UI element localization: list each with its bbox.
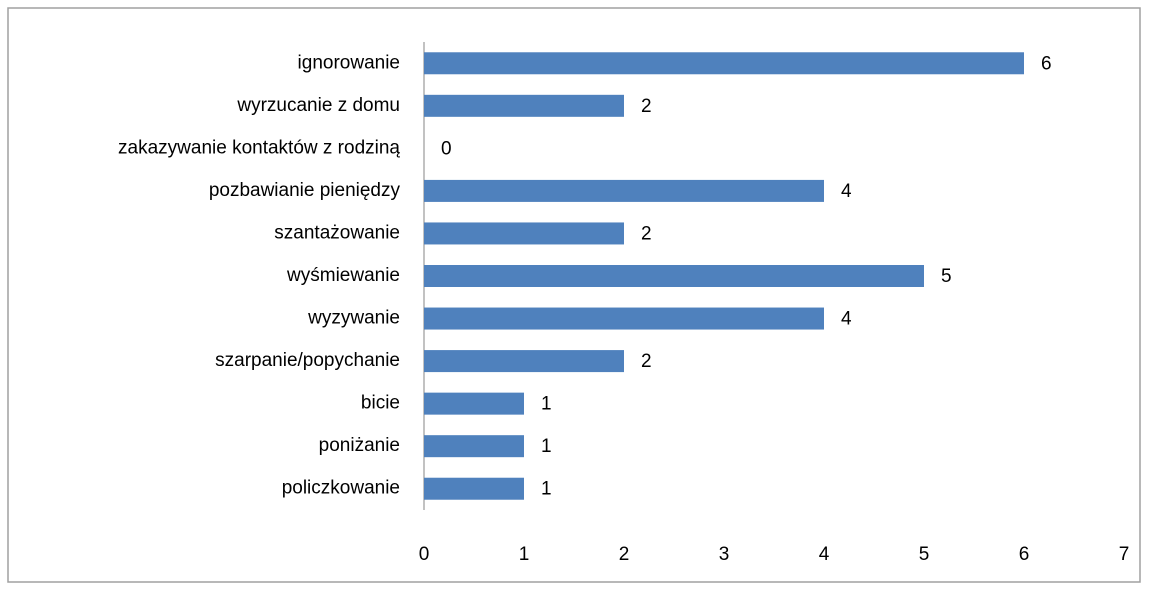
y-tick-label: poniżanie xyxy=(319,435,400,456)
data-label: 4 xyxy=(841,181,852,202)
data-label: 1 xyxy=(541,479,552,500)
bar xyxy=(424,307,824,330)
chart-border xyxy=(7,7,1141,583)
data-label: 0 xyxy=(441,138,452,159)
data-label: 1 xyxy=(541,394,552,415)
x-tick-label: 3 xyxy=(719,544,730,565)
data-label: 1 xyxy=(541,436,552,457)
bar xyxy=(424,222,624,245)
y-tick-label: bicie xyxy=(361,393,400,414)
x-tick-label: 5 xyxy=(919,544,930,565)
y-tick-label: szarpanie/popychanie xyxy=(215,350,400,371)
bar xyxy=(424,179,824,202)
y-tick-label: wyzywanie xyxy=(307,308,400,329)
bar xyxy=(424,477,524,500)
x-tick-label: 1 xyxy=(519,544,530,565)
x-tick-label: 4 xyxy=(819,544,830,565)
x-tick-label: 7 xyxy=(1119,544,1130,565)
y-tick-label: szantażowanie xyxy=(274,222,400,243)
data-label: 2 xyxy=(641,223,652,244)
y-tick-label: zakazywanie kontaktów z rodziną xyxy=(118,137,400,158)
y-tick-label: wyrzucanie z domu xyxy=(236,95,400,116)
bar xyxy=(424,265,924,287)
data-label: 4 xyxy=(841,309,852,330)
bar xyxy=(424,392,524,415)
y-tick-label: ignorowanie xyxy=(298,52,400,73)
bar xyxy=(424,350,624,373)
x-tick-label: 6 xyxy=(1019,544,1030,565)
x-tick-label: 2 xyxy=(619,544,630,565)
bar xyxy=(424,435,524,458)
data-label: 6 xyxy=(1041,53,1052,74)
data-label: 5 xyxy=(941,266,952,287)
y-tick-label: wyśmiewanie xyxy=(286,265,400,286)
y-tick-label: pozbawianie pieniędzy xyxy=(209,180,401,201)
bar xyxy=(424,52,1024,75)
data-label: 2 xyxy=(641,96,652,117)
y-tick-label: policzkowanie xyxy=(282,478,400,499)
x-tick-label: 0 xyxy=(419,544,430,565)
bar xyxy=(424,94,624,117)
data-label: 2 xyxy=(641,351,652,372)
